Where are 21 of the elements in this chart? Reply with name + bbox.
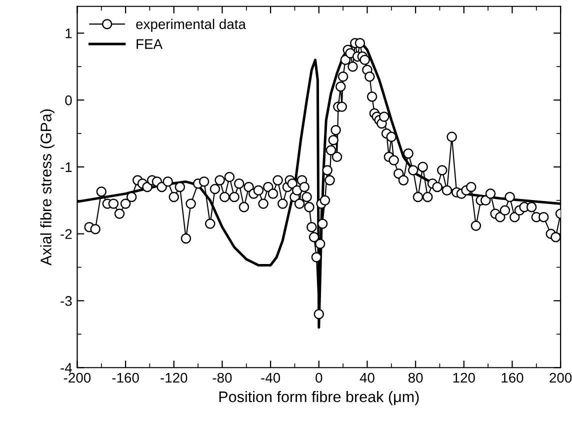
x-axis-title: Position form fibre break (μm) bbox=[219, 390, 419, 406]
x-tick-label: 160 bbox=[502, 372, 524, 383]
y-tick-label: 1 bbox=[66, 28, 72, 38]
y-tick-label: -3 bbox=[60, 296, 72, 306]
y-tick-label: -1 bbox=[60, 162, 72, 172]
x-tick-label: -160 bbox=[112, 372, 139, 383]
legend-label: FEA bbox=[136, 39, 163, 49]
x-tick-label: 0 bbox=[316, 372, 322, 383]
x-tick-label: -200 bbox=[64, 372, 91, 383]
y-axis-title: Axial fibre stress (GPa) bbox=[40, 109, 54, 266]
x-tick-label: -40 bbox=[261, 372, 280, 383]
x-tick-label: 200 bbox=[550, 372, 572, 383]
x-tick-label: 120 bbox=[453, 372, 475, 383]
x-tick-label: -120 bbox=[160, 372, 188, 383]
y-tick-label: 0 bbox=[65, 95, 72, 106]
y-tick-label: -4 bbox=[60, 363, 72, 373]
y-tick-label: -2 bbox=[60, 229, 72, 239]
legend-label: experimental data bbox=[136, 18, 246, 32]
x-tick-label: 40 bbox=[360, 372, 374, 383]
x-tick-label: -80 bbox=[212, 372, 232, 383]
x-tick-label: 80 bbox=[408, 372, 423, 383]
